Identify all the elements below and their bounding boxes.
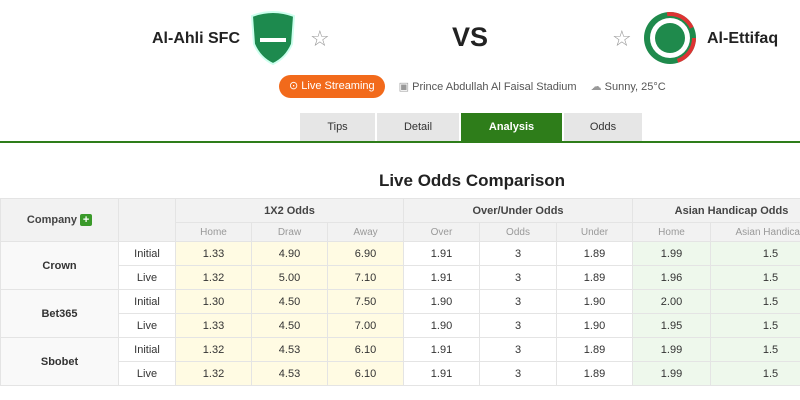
section-title: Live Odds Comparison: [378, 171, 566, 190]
odds-value[interactable]: 1.95: [632, 313, 712, 338]
odds-value[interactable]: 6.10: [327, 337, 404, 362]
odds-value[interactable]: 3: [479, 337, 557, 362]
away-team-name[interactable]: Al-Ettifaq: [707, 30, 779, 47]
company-name[interactable]: Sbobet: [0, 337, 119, 386]
add-company-plus-icon[interactable]: +: [80, 214, 93, 227]
odds-value[interactable]: 4.50: [251, 289, 328, 314]
odds-value[interactable]: 4.50: [251, 313, 328, 338]
odds-row: Live 1.32 4.53 6.10 1.91 3 1.89 1.99 1.5: [1, 361, 800, 386]
away-team-logo: [644, 12, 696, 64]
odds-value[interactable]: 1.90: [403, 289, 480, 314]
odds-value[interactable]: 1.90: [555, 289, 634, 314]
odds-value[interactable]: 3: [479, 361, 557, 386]
odds-row: Bet365 Initial 1.30 4.50 7.50 1.90 3 1.90 2.00 1.…: [0, 289, 800, 338]
odds-value[interactable]: 7.00: [327, 313, 404, 338]
odds-row: Live 1.33 4.50 7.00 1.90 3 1.90 1.95 1.5: [1, 313, 800, 338]
odds-value[interactable]: 1.5: [710, 265, 800, 290]
odds-value[interactable]: 1.32: [175, 265, 252, 290]
company-name[interactable]: Bet365: [0, 289, 119, 338]
tab-underline: [0, 141, 800, 143]
odds-type: Initial: [118, 289, 176, 314]
type-header: [118, 198, 176, 242]
odds-value[interactable]: 5.00: [251, 265, 328, 290]
odds-value[interactable]: 1.89: [555, 265, 634, 290]
tab-tips[interactable]: Tips: [300, 113, 375, 142]
odds-value[interactable]: 1.32: [175, 361, 252, 386]
odds-value[interactable]: 3: [479, 289, 557, 314]
play-icon: ⊙: [289, 80, 302, 92]
odds-value[interactable]: 3: [479, 313, 557, 338]
subheader: Over: [403, 222, 480, 242]
odds-value[interactable]: 1.89: [555, 241, 634, 266]
subheader: Away: [327, 222, 404, 242]
odds-value[interactable]: 1.91: [403, 361, 480, 386]
match-info-row: ⊙ Live Streaming ▣ Prince Abdullah Al Fa…: [279, 75, 666, 98]
odds-value[interactable]: 1.30: [175, 289, 252, 314]
odds-value[interactable]: 1.5: [710, 337, 800, 362]
odds-value[interactable]: 1.5: [710, 289, 800, 314]
weather-cloud-icon: ☁: [590, 81, 605, 93]
odds-value[interactable]: 3: [479, 265, 557, 290]
live-streaming-button[interactable]: ⊙ Live Streaming: [279, 75, 385, 98]
odds-value[interactable]: 1.91: [403, 265, 480, 290]
odds-value[interactable]: 2.00: [632, 289, 712, 314]
odds-value[interactable]: 1.5: [710, 313, 800, 338]
odds-value[interactable]: 1.5: [710, 241, 800, 266]
subheader: Under: [555, 222, 634, 242]
odds-type: Live: [118, 265, 176, 290]
favorite-away-star-icon[interactable]: ☆: [612, 26, 632, 51]
tab-analysis[interactable]: Analysis: [461, 113, 562, 142]
odds-value[interactable]: 3: [479, 241, 557, 266]
odds-type: Live: [118, 361, 176, 386]
stadium-icon: ▣: [398, 81, 413, 93]
odds-value[interactable]: 4.53: [251, 337, 328, 362]
odds-value[interactable]: 1.90: [403, 313, 480, 338]
group-asian-handicap: Asian Handicap Odds: [632, 198, 800, 223]
subheader: Asian Handicap: [710, 222, 800, 242]
odds-value[interactable]: 1.99: [632, 361, 712, 386]
odds-row: Sbobet Initial 1.32 4.53 6.10 1.91 3 1.89 1.99 1.…: [0, 337, 800, 386]
home-team-logo: [250, 11, 296, 66]
vs-label: VS: [452, 22, 489, 52]
odds-type: Live: [118, 313, 176, 338]
stadium-info: ▣ Prince Abdullah Al Faisal Stadium: [398, 81, 577, 93]
odds-value[interactable]: 4.53: [251, 361, 328, 386]
odds-value[interactable]: 1.96: [632, 265, 712, 290]
subheader: Draw: [251, 222, 328, 242]
tab-detail[interactable]: Detail: [377, 113, 459, 142]
odds-value[interactable]: 4.90: [251, 241, 328, 266]
odds-value[interactable]: 1.90: [555, 313, 634, 338]
subheader: Odds: [479, 222, 557, 242]
odds-value[interactable]: 6.90: [327, 241, 404, 266]
odds-value[interactable]: 7.50: [327, 289, 404, 314]
subheader: Home: [632, 222, 712, 242]
odds-type: Initial: [118, 241, 176, 266]
odds-value[interactable]: 6.10: [327, 361, 404, 386]
favorite-home-star-icon[interactable]: ☆: [310, 26, 330, 51]
odds-value[interactable]: 1.91: [403, 337, 480, 362]
odds-value[interactable]: 7.10: [327, 265, 404, 290]
odds-value[interactable]: 1.5: [710, 361, 800, 386]
weather-info: ☁ Sunny, 25°C: [590, 81, 666, 93]
odds-value[interactable]: 1.33: [175, 313, 252, 338]
odds-row: Crown Initial 1.33 4.90 6.90 1.91 3 1.89 1.99 1.5: [0, 241, 800, 290]
odds-value[interactable]: 1.32: [175, 337, 252, 362]
odds-value[interactable]: 1.99: [632, 337, 712, 362]
home-team-name[interactable]: Al-Ahli SFC: [152, 30, 240, 47]
subheader: Home: [175, 222, 252, 242]
group-1x2: 1X2 Odds: [175, 198, 404, 223]
odds-value[interactable]: 1.89: [555, 337, 634, 362]
company-header: Company +: [0, 198, 119, 242]
odds-value[interactable]: 1.91: [403, 241, 480, 266]
odds-table: Company + 1X2 Odds Over/Under Odds Asian…: [0, 198, 800, 386]
odds-value[interactable]: 1.33: [175, 241, 252, 266]
company-name[interactable]: Crown: [0, 241, 119, 290]
odds-value[interactable]: 1.99: [632, 241, 712, 266]
tab-odds[interactable]: Odds: [564, 113, 642, 142]
odds-row: Live 1.32 5.00 7.10 1.91 3 1.89 1.96 1.5: [1, 265, 800, 290]
group-over-under: Over/Under Odds: [402, 198, 634, 223]
odds-value[interactable]: 1.89: [555, 361, 634, 386]
odds-type: Initial: [118, 337, 176, 362]
